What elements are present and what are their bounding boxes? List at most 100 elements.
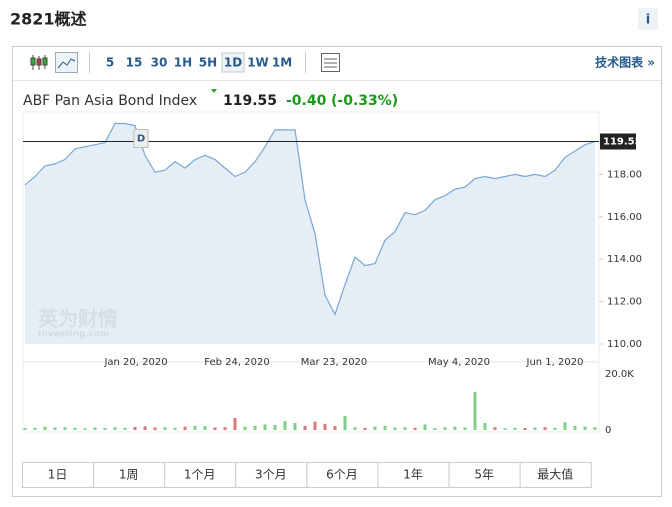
change: -0.40 xyxy=(286,93,327,109)
volume-bar xyxy=(63,427,67,430)
volume-bar xyxy=(223,427,227,430)
interval-button[interactable]: 1D xyxy=(224,56,242,70)
volume-bar xyxy=(433,428,437,430)
range-button[interactable] xyxy=(164,462,237,488)
panel xyxy=(12,46,662,497)
volume-bar xyxy=(53,427,57,430)
volume-bar xyxy=(133,426,137,430)
volume-bar xyxy=(393,427,397,430)
change-percent: (-0.33%) xyxy=(331,93,398,109)
range-button[interactable] xyxy=(22,462,95,488)
volume-bar xyxy=(33,427,37,430)
volume-bar xyxy=(253,425,257,430)
volume-bar xyxy=(563,422,567,430)
interval-button[interactable]: 1W xyxy=(247,56,269,70)
range-label[interactable]: 最大值 xyxy=(537,467,573,482)
volume-tick-label: 20.0K xyxy=(605,369,634,380)
volume-bar xyxy=(183,426,187,430)
range-label[interactable]: 1周 xyxy=(119,468,139,482)
volume-bar xyxy=(543,427,547,430)
event-marker-label[interactable]: D xyxy=(137,134,145,145)
chart-frame xyxy=(22,111,600,433)
info-icon[interactable]: i xyxy=(646,13,650,28)
interval-button[interactable]: 30 xyxy=(151,56,168,70)
range-label[interactable]: 1个月 xyxy=(184,468,216,482)
volume-bar xyxy=(313,421,317,430)
volume-bar xyxy=(533,427,537,430)
volume-bar xyxy=(93,427,97,430)
x-tick-label: Mar 23, 2020 xyxy=(301,357,368,368)
volume-bar xyxy=(513,427,517,430)
range-button[interactable] xyxy=(93,462,166,488)
interval-button[interactable]: 15 xyxy=(126,56,143,70)
volume-bar xyxy=(423,424,427,430)
volume-bar xyxy=(143,426,147,430)
volume-bar xyxy=(473,391,477,430)
last-value-box xyxy=(600,133,636,150)
tech-chart-link[interactable]: 技术图表 » xyxy=(595,55,655,70)
volume-bar xyxy=(333,426,337,430)
volume-bar xyxy=(243,426,247,430)
volume-bar xyxy=(153,427,157,430)
volume-bar xyxy=(463,427,467,430)
volume-bar xyxy=(193,425,197,430)
range-label[interactable]: 6个月 xyxy=(326,468,358,482)
candle-icon[interactable] xyxy=(30,55,48,70)
event-marker[interactable] xyxy=(133,129,149,149)
volume-bar xyxy=(173,427,177,430)
last-value-label: 119.55 xyxy=(603,137,642,148)
interval-button[interactable]: 5H xyxy=(199,56,217,70)
volume-bar xyxy=(303,425,307,430)
interval-button[interactable]: 5 xyxy=(106,56,114,70)
price: 119.55 xyxy=(223,93,277,109)
interval-button[interactable]: 1H xyxy=(174,56,192,70)
volume-tick-label: 0 xyxy=(605,425,611,436)
volume-bar xyxy=(263,424,267,430)
range-label[interactable]: 5年 xyxy=(474,468,494,482)
volume-bar xyxy=(383,425,387,430)
volume-bar xyxy=(293,423,297,430)
instrument-name: ABF Pan Asia Bond Index xyxy=(23,93,197,109)
volume-bar xyxy=(523,428,527,430)
volume-bar xyxy=(233,417,237,430)
area-fill xyxy=(25,123,595,345)
volume-bar xyxy=(363,427,367,430)
volume-bar xyxy=(273,424,277,430)
range-button[interactable] xyxy=(448,462,521,488)
range-button[interactable] xyxy=(377,462,450,488)
x-tick-label: Feb 24, 2020 xyxy=(204,357,269,368)
range-label[interactable]: 1日 xyxy=(48,468,68,482)
line-icon[interactable] xyxy=(55,52,78,73)
volume-bar xyxy=(73,427,77,430)
y-tick-label: 114.00 xyxy=(607,254,642,265)
volume-bar xyxy=(493,427,497,430)
range-label[interactable]: 3个月 xyxy=(255,468,287,482)
volume-bar xyxy=(503,428,507,430)
volume-bar xyxy=(83,428,87,430)
volume-bar xyxy=(443,427,447,430)
y-tick-label: 118.00 xyxy=(607,169,642,180)
range-button[interactable] xyxy=(519,462,592,488)
volume-bar xyxy=(203,426,207,430)
volume-bar xyxy=(403,427,407,430)
volume-bar xyxy=(593,427,597,430)
volume-bar xyxy=(483,423,487,430)
info-button[interactable] xyxy=(638,8,658,30)
volume-bar xyxy=(353,427,357,430)
x-tick-label: Jan 20, 2020 xyxy=(103,357,167,368)
range-label[interactable]: 1年 xyxy=(403,468,423,482)
volume-bar xyxy=(43,426,47,430)
volume-bar xyxy=(373,426,377,430)
x-tick-label: Jun 1, 2020 xyxy=(526,357,584,368)
volume-bar xyxy=(283,421,287,430)
interval-active[interactable] xyxy=(221,52,245,73)
volume-bar xyxy=(23,428,27,430)
volume-bar xyxy=(113,427,117,430)
volume-bar xyxy=(163,427,167,430)
volume-bar xyxy=(343,416,347,430)
range-button[interactable] xyxy=(306,462,379,488)
volume-bar xyxy=(123,427,127,430)
range-button[interactable] xyxy=(235,462,308,488)
interval-button[interactable]: 1M xyxy=(272,56,292,70)
